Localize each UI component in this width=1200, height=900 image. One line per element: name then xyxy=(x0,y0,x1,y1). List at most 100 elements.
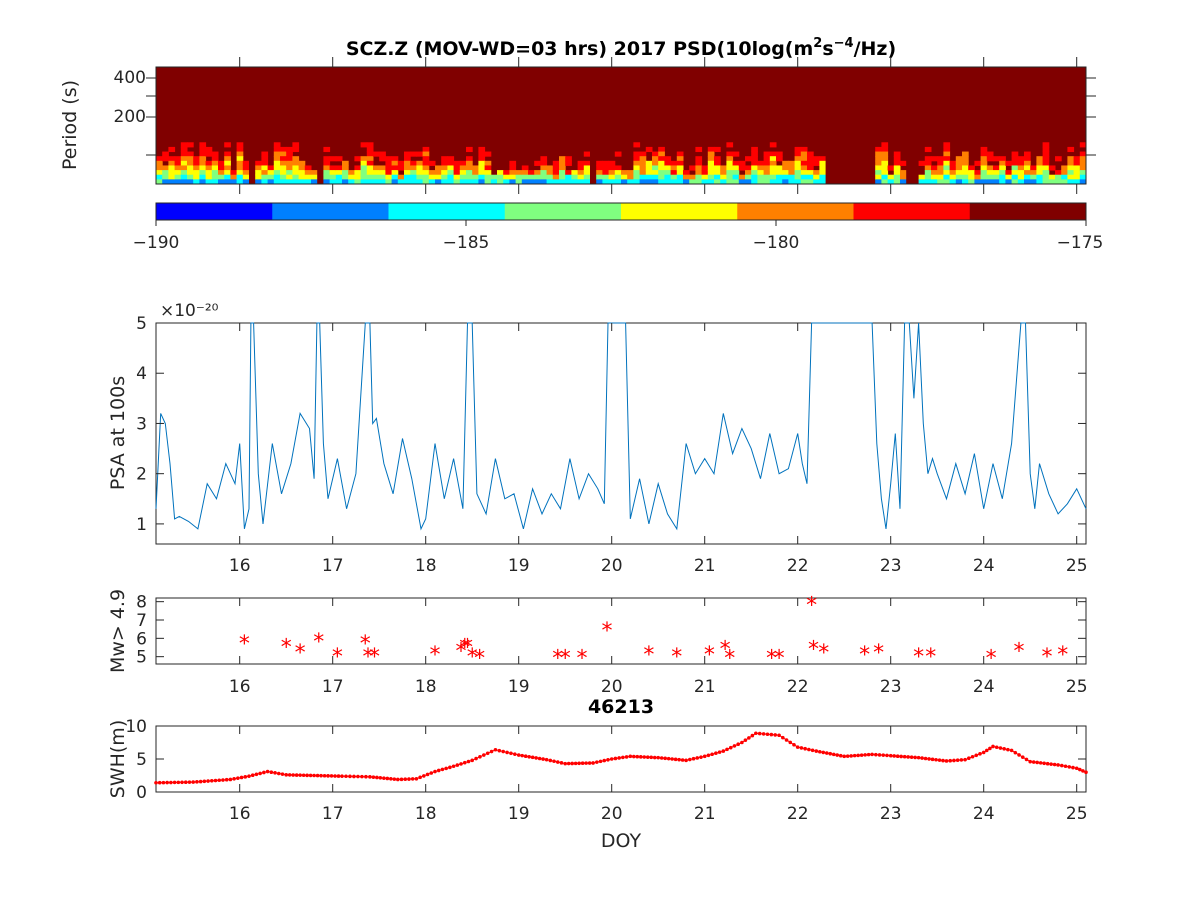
swh-point xyxy=(478,755,482,759)
swh-point xyxy=(892,754,896,758)
swh-point xyxy=(765,732,770,737)
swh-point xyxy=(360,774,364,779)
spectrogram-cell xyxy=(447,174,455,180)
spectrogram-cell xyxy=(342,174,349,180)
swh-point xyxy=(224,777,229,782)
spectrogram-cell xyxy=(534,160,541,166)
swh-point xyxy=(1020,755,1025,759)
spectrogram-cell xyxy=(881,156,889,162)
spectrogram-cell xyxy=(974,160,982,166)
swh-point xyxy=(909,755,914,759)
swh-point xyxy=(389,777,393,781)
swh-point xyxy=(291,773,295,777)
spectrogram-cell xyxy=(211,179,219,185)
spectrogram-cell xyxy=(1061,170,1068,176)
spectrogram-cell xyxy=(980,174,988,180)
spectrogram-cell xyxy=(738,179,746,185)
spectrogram-cell xyxy=(497,170,504,176)
mw-point: * xyxy=(671,645,682,670)
psa-xtick-label: 16 xyxy=(229,556,251,576)
spectrogram-cell xyxy=(205,151,213,157)
spectrogram-cell xyxy=(1073,174,1081,180)
swh-point xyxy=(414,777,419,781)
swh-point xyxy=(1063,764,1068,769)
spectrogram-cell xyxy=(478,179,486,185)
swh-point xyxy=(963,757,967,762)
psa-series-line xyxy=(155,322,1087,531)
spectrogram-cell xyxy=(416,165,424,171)
spectrogram-cell xyxy=(794,179,802,185)
spectrogram-cell xyxy=(701,179,709,185)
spectrogram-cell xyxy=(199,146,207,153)
spectrogram-cell xyxy=(782,160,789,166)
swh-point xyxy=(635,754,640,759)
spectrogram-cell xyxy=(286,179,293,185)
spectrogram-cell xyxy=(1042,156,1050,162)
spectrogram-cell xyxy=(732,151,740,157)
swh-point xyxy=(680,758,685,762)
spectrogram-cell xyxy=(639,151,647,157)
swh-point xyxy=(239,775,244,780)
spectrogram-cell xyxy=(373,170,380,176)
spectrogram-cell xyxy=(459,165,467,171)
swh-point xyxy=(577,761,581,766)
spectrogram-cell xyxy=(974,170,982,176)
spectrogram-cell xyxy=(360,156,368,162)
spectrogram-cell xyxy=(478,151,486,157)
swh-point xyxy=(888,753,893,758)
spectrogram-cell xyxy=(943,160,951,166)
colorbar-segment xyxy=(156,203,273,220)
spectrogram-cell xyxy=(397,165,405,171)
spectrogram-cell xyxy=(559,160,566,166)
spectrogram-cell xyxy=(1073,156,1081,162)
mw-point: * xyxy=(724,647,735,672)
colorbar-segment xyxy=(388,203,506,220)
spectrogram-cell xyxy=(540,156,548,162)
swh-point xyxy=(217,778,222,783)
spectrogram-cell xyxy=(559,179,566,185)
spectrogram-cell xyxy=(323,165,331,171)
mw-point: * xyxy=(774,647,785,672)
spectrogram-cell xyxy=(949,170,957,176)
spectrogram-cell xyxy=(1067,146,1075,153)
swh-point xyxy=(885,753,889,758)
spectrogram-cell xyxy=(267,174,275,180)
spectrogram-cell xyxy=(918,160,926,166)
swh-point xyxy=(555,760,560,764)
spectrogram-cell xyxy=(583,174,591,180)
spectrogram-cell xyxy=(447,170,455,176)
swh-point xyxy=(161,780,166,785)
spectrogram-cell xyxy=(540,165,548,171)
spectrogram-cell xyxy=(422,160,430,166)
swh-point xyxy=(326,774,330,778)
spectrogram-cell xyxy=(466,160,473,166)
swh-point xyxy=(520,753,524,758)
swh-xtick-label: 17 xyxy=(322,804,344,824)
swh-point xyxy=(485,751,490,756)
spectrogram-cell xyxy=(807,174,814,180)
spectrogram-cell xyxy=(211,170,219,176)
spectrogram-cell xyxy=(280,179,287,185)
spectrogram-cell xyxy=(788,160,796,166)
spectrogram-cell xyxy=(286,151,293,157)
swh-point xyxy=(329,774,334,778)
swh-point xyxy=(670,757,674,761)
spectrogram-cell xyxy=(893,179,901,185)
spectrogram-cell xyxy=(670,165,678,171)
spectrogram-cell xyxy=(366,165,374,171)
spectrogram-cell xyxy=(1036,174,1044,180)
spectrogram-cell xyxy=(385,179,393,185)
swh-xtick-label: 22 xyxy=(787,804,809,824)
colorbar-segment xyxy=(621,203,738,220)
swh-xtick-label: 18 xyxy=(415,804,437,824)
spectrogram-cell xyxy=(521,179,529,185)
spectrogram-cell xyxy=(937,179,944,185)
spectrogram-cell xyxy=(924,146,932,153)
spectrogram-cell xyxy=(645,160,653,166)
spectrogram-cell xyxy=(813,156,820,162)
spectrogram-cell xyxy=(707,156,715,162)
spectrogram-cell xyxy=(242,160,250,166)
spectrogram-cell xyxy=(422,165,430,171)
spectrogram-cell xyxy=(236,146,244,153)
spectrogram-cell xyxy=(714,160,721,166)
